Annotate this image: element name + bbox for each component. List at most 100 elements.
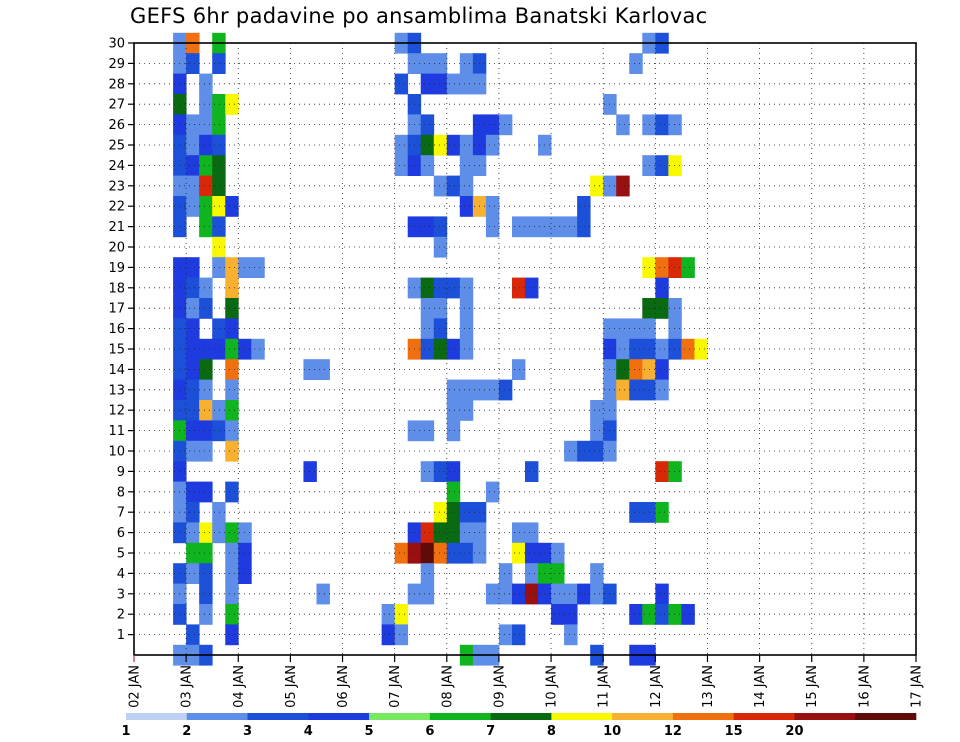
heatmap-cell	[616, 318, 630, 340]
heatmap-cell	[446, 502, 461, 523]
y-tick-label: 1	[117, 628, 125, 643]
heatmap-cell	[485, 216, 500, 238]
heatmap-cell	[199, 134, 213, 156]
heatmap-cell	[655, 155, 669, 176]
legend-swatch	[551, 713, 613, 720]
heatmap-cell	[212, 236, 226, 258]
heatmap-cell	[459, 542, 474, 564]
legend-swatch	[733, 713, 795, 720]
heatmap-cell	[485, 481, 500, 503]
heatmap-cell	[225, 563, 239, 584]
heatmap-cell	[186, 155, 200, 176]
heatmap-cell	[551, 542, 565, 564]
heatmap-cell	[420, 318, 435, 340]
heatmap-cell	[212, 400, 226, 421]
legend-label: 2	[182, 724, 191, 739]
heatmap-cell	[655, 583, 669, 605]
heatmap-cell	[655, 379, 669, 401]
heatmap-cell	[511, 522, 526, 544]
heatmap-cell	[525, 277, 539, 299]
heatmap-cell	[225, 277, 239, 299]
heatmap-cell	[459, 338, 474, 360]
heatmap-cell	[525, 563, 539, 584]
heatmap-cell	[420, 216, 435, 238]
heatmap-cell	[420, 298, 435, 319]
heatmap-cell	[629, 318, 643, 340]
heatmap-cell	[433, 338, 448, 360]
heatmap-cell	[446, 542, 461, 564]
heatmap-cell	[212, 134, 226, 156]
x-tick-label: 10 JAN	[545, 665, 560, 708]
y-tick-label: 17	[108, 302, 125, 317]
heatmap-cell	[577, 583, 591, 605]
heatmap-cell	[511, 277, 526, 299]
heatmap-cell	[459, 134, 474, 156]
heatmap-cell	[303, 359, 317, 380]
legend-swatch	[247, 713, 309, 720]
heatmap-cell	[459, 379, 474, 401]
legend-swatch	[612, 713, 674, 720]
heatmap-cell	[212, 216, 226, 238]
heatmap-cell	[616, 114, 630, 136]
heatmap-cell	[668, 461, 682, 482]
heatmap-cell	[577, 216, 591, 238]
heatmap-cell	[485, 583, 500, 605]
heatmap-cell	[420, 73, 435, 95]
heatmap-cell	[199, 440, 213, 462]
heatmap-cell	[459, 318, 474, 340]
heatmap-cell	[199, 298, 213, 319]
heatmap-cell	[186, 522, 200, 544]
heatmap-cell	[225, 379, 239, 401]
heatmap-cell	[629, 379, 643, 401]
heatmap-cell	[212, 155, 226, 176]
heatmap-cell	[511, 624, 526, 646]
heatmap-cell	[225, 318, 239, 340]
y-tick-label: 22	[108, 200, 125, 215]
heatmap-cell	[668, 318, 682, 340]
heatmap-cell	[199, 420, 213, 442]
heatmap-cell	[199, 481, 213, 503]
legend-swatch	[429, 713, 491, 720]
legend-swatch	[855, 713, 917, 720]
heatmap-cell	[199, 216, 213, 238]
heatmap-cell	[212, 114, 226, 136]
heatmap-cell	[485, 114, 500, 136]
y-tick-label: 25	[108, 139, 125, 154]
y-tick-label: 24	[108, 159, 125, 174]
heatmap-cell	[459, 155, 474, 176]
heatmap-cell	[433, 216, 448, 238]
heatmap-cell	[629, 53, 643, 74]
legend-swatch	[186, 713, 248, 720]
y-axis: 1234567891011121314151617181920212223242…	[108, 37, 134, 643]
heatmap-cell	[446, 481, 461, 503]
heatmap-cell	[433, 502, 448, 523]
heatmap-cell	[433, 522, 448, 544]
heatmap-cell	[511, 583, 526, 605]
heatmap-cell	[446, 338, 461, 360]
heatmap-cell	[459, 73, 474, 95]
legend-label: 7	[486, 724, 495, 739]
heatmap-cell	[551, 216, 565, 238]
heatmap-cell	[694, 338, 708, 360]
heatmap-cell	[577, 196, 591, 217]
x-tick-label: 06 JAN	[336, 665, 351, 708]
x-tick-label: 15 JAN	[805, 665, 820, 708]
heatmap-cell	[511, 542, 526, 564]
y-tick-label: 14	[108, 363, 125, 378]
heatmap-cell	[186, 400, 200, 421]
heatmap-cell	[199, 114, 213, 136]
heatmap-cell	[446, 73, 461, 95]
x-tick-label: 14 JAN	[753, 665, 768, 708]
heatmap-cell	[381, 604, 396, 625]
legend-label: 8	[547, 724, 556, 739]
y-tick-label: 3	[117, 587, 125, 602]
heatmap-cell	[316, 583, 330, 605]
heatmap-cell	[186, 440, 200, 462]
y-tick-label: 20	[108, 241, 125, 256]
legend-swatch	[369, 713, 431, 720]
legend: 1 2 3 4 5 6 7 8 10 12 15 20	[121, 713, 917, 739]
heatmap-cells	[173, 32, 708, 666]
heatmap-cell	[668, 155, 682, 176]
heatmap-cell	[433, 236, 448, 258]
